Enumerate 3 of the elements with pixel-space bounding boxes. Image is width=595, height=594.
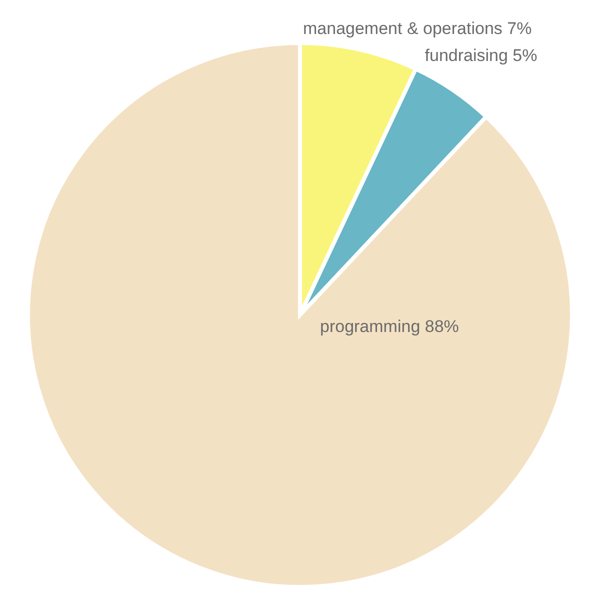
slice-label: programming 88% [320,317,459,336]
slice-label: management & operations 7% [303,19,532,38]
slice-label: fundraising 5% [424,46,538,66]
